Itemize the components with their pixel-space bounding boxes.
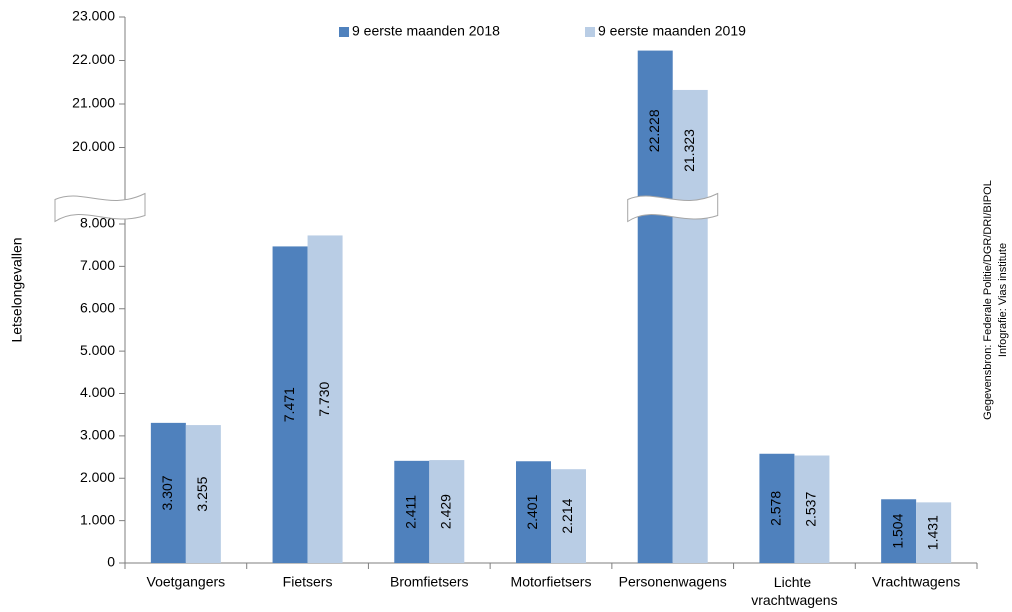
bar (881, 499, 917, 563)
y-tick-label: 8.000 (80, 215, 115, 231)
value-label: 3.255 (194, 476, 210, 511)
value-label: 2.411 (402, 495, 418, 529)
legend-swatch (339, 27, 349, 37)
x-tick-label: Vrachtwagens (872, 574, 960, 590)
bar (637, 50, 673, 563)
y-tick-label: 0 (107, 554, 115, 570)
bar (185, 425, 221, 563)
value-label: 7.730 (316, 381, 332, 416)
x-tick-label: Personenwagens (619, 574, 727, 590)
y-tick-label: 23.000 (72, 8, 115, 24)
legend-label: 9 eerste maanden 2018 (352, 23, 500, 39)
bar (516, 461, 551, 563)
value-label: 1.504 (889, 513, 905, 548)
bar (272, 246, 308, 563)
value-label: 21.323 (681, 129, 697, 172)
legend-label: 9 eerste maanden 2019 (598, 23, 746, 39)
y-tick-label: 1.000 (80, 511, 115, 527)
y-tick-label: 2.000 (80, 469, 115, 485)
value-label: 3.307 (159, 475, 175, 510)
credit: Infografie: Vias institute (997, 243, 1009, 357)
bar (551, 469, 586, 563)
y-tick-label: 3.000 (80, 427, 115, 443)
y-tick-label: 7.000 (80, 257, 115, 273)
value-label: 2.578 (768, 491, 784, 526)
value-label: 22.228 (646, 109, 662, 152)
x-tick-label: Bromfietsers (390, 574, 469, 590)
bar (429, 460, 465, 563)
source: Gegevensbron: Federale Politie/DGR/DRI/B… (982, 180, 994, 420)
bar (150, 422, 186, 563)
axis-break (627, 192, 719, 223)
y-tick-label: 21.000 (72, 95, 115, 111)
value-label: 2.401 (524, 494, 540, 529)
x-tick-label: Lichte vrachtwagens (751, 574, 837, 608)
bar (794, 455, 830, 563)
value-label: 7.471 (281, 387, 297, 422)
y-tick-label: 5.000 (80, 342, 115, 358)
x-tick-label: Voetgangers (147, 574, 226, 590)
y-tick-label: 20.000 (72, 138, 115, 154)
x-tick-label-line: vrachtwagens (751, 592, 837, 608)
x-tick-label: Fietsers (283, 574, 333, 590)
y-axis-label: Letselongevallen (9, 237, 25, 342)
value-label: 2.537 (803, 492, 819, 527)
y-tick-label: 6.000 (80, 299, 115, 315)
bar (672, 89, 708, 564)
y-tick-label: 22.000 (72, 51, 115, 67)
bar (916, 502, 952, 563)
legend-swatch (585, 27, 595, 37)
bar (759, 453, 795, 563)
value-label: 2.214 (559, 498, 575, 533)
bar (307, 235, 343, 563)
value-label: 1.431 (924, 515, 940, 550)
y-tick-label: 4.000 (80, 384, 115, 400)
value-label: 2.429 (437, 494, 453, 529)
x-tick-label-line: Lichte (774, 574, 815, 590)
axis-break (54, 192, 146, 223)
bar (394, 460, 430, 563)
x-tick-label: Motorfietsers (511, 574, 592, 590)
